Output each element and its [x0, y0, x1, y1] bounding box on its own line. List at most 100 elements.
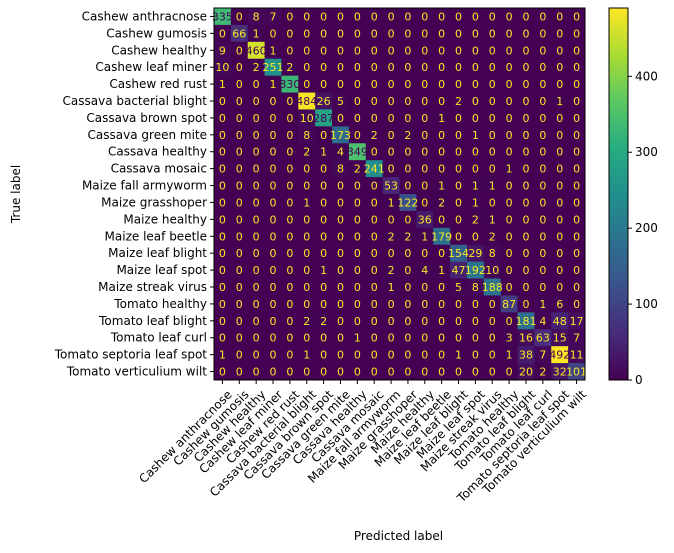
matrix-cell-value: 0 [573, 264, 580, 277]
matrix-cell [534, 278, 552, 296]
matrix-cell [568, 227, 586, 246]
matrix-cell [534, 126, 552, 144]
matrix-cell [230, 92, 249, 110]
matrix-cell [247, 210, 266, 229]
matrix-cell-value: 0 [253, 315, 260, 328]
matrix-cell-value: 0 [270, 264, 277, 277]
matrix-cell-value: 0 [354, 95, 361, 108]
matrix-cell [416, 329, 434, 347]
matrix-cell-value: 0 [371, 95, 378, 108]
matrix-cell-value: 241 [364, 163, 385, 176]
matrix-cell-value: 0 [539, 146, 546, 159]
matrix-cell-value: 0 [286, 247, 293, 260]
matrix-cell [517, 329, 535, 347]
matrix-cell-value: 0 [573, 112, 580, 125]
matrix-cell [264, 194, 282, 212]
matrix-cell [551, 210, 569, 229]
matrix-cell-value: 0 [371, 213, 378, 226]
matrix-cell [433, 227, 451, 246]
matrix-cell [466, 92, 485, 110]
matrix-cell [214, 160, 232, 178]
matrix-cell [416, 346, 434, 364]
matrix-cell [568, 109, 586, 127]
matrix-cell-value: 4 [337, 146, 344, 159]
matrix-cell-value: 0 [506, 44, 513, 57]
matrix-cell-value: 0 [303, 61, 310, 74]
matrix-cell [315, 75, 333, 94]
matrix-cell-value: 0 [506, 196, 513, 209]
matrix-cell [348, 92, 367, 110]
matrix-cell [348, 194, 367, 212]
matrix-cell-value: 0 [556, 180, 563, 193]
matrix-cell [332, 24, 350, 43]
matrix-cell-value: 0 [506, 281, 513, 294]
matrix-cell-value: 1 [270, 78, 277, 91]
matrix-cell-value: 0 [337, 10, 344, 23]
matrix-cell-value: 0 [522, 146, 529, 159]
matrix-cell-value: 0 [404, 95, 411, 108]
matrix-cell-value: 0 [539, 10, 546, 23]
matrix-cell [214, 329, 232, 347]
matrix-cell [332, 295, 350, 313]
matrix-cell-value: 2 [388, 230, 395, 243]
matrix-cell [332, 244, 350, 263]
matrix-cell-value: 1 [438, 180, 445, 193]
matrix-cell [315, 58, 333, 77]
matrix-cell-value: 0 [354, 10, 361, 23]
matrix-cell-value: 0 [320, 213, 327, 226]
colorbar-tick-label: 400 [635, 69, 658, 83]
matrix-cell-value: 0 [438, 95, 445, 108]
matrix-cell [382, 295, 400, 313]
matrix-cell-value: 0 [438, 349, 445, 362]
matrix-cell-value: 0 [253, 196, 260, 209]
matrix-cell-value: 0 [354, 315, 361, 328]
matrix-cell [230, 143, 249, 161]
matrix-cell-value: 181 [515, 315, 536, 328]
matrix-cell-value: 0 [455, 196, 462, 209]
matrix-cell-value: 0 [337, 332, 344, 345]
matrix-cell [264, 295, 282, 313]
matrix-cell-value: 0 [472, 366, 479, 379]
matrix-cell [450, 210, 468, 229]
matrix-cell [264, 363, 282, 381]
matrix-cell [230, 363, 249, 381]
matrix-cell-value: 0 [337, 44, 344, 57]
matrix-cell-value: 0 [371, 247, 378, 260]
y-tick-label: Cassava mosaic [111, 162, 207, 176]
matrix-cell [466, 261, 485, 280]
matrix-cell [534, 346, 552, 364]
matrix-cell [247, 75, 266, 94]
matrix-cell [332, 227, 350, 246]
matrix-cell-value: 0 [270, 129, 277, 142]
matrix-cell [517, 261, 535, 280]
matrix-cell [230, 194, 249, 212]
matrix-cell [281, 41, 299, 60]
matrix-cell-value: 63 [536, 332, 550, 345]
matrix-cell [214, 312, 232, 330]
y-tick-label: Tomato healthy [113, 297, 207, 311]
matrix-cell-value: 0 [337, 213, 344, 226]
matrix-cell [332, 177, 350, 195]
matrix-cell-value: 0 [270, 315, 277, 328]
matrix-cell-value: 0 [371, 44, 378, 57]
matrix-cell-value: 0 [337, 196, 344, 209]
matrix-cell [534, 160, 552, 178]
matrix-cell-values: 335 0 8 7 0 0 0 0 0 0 0 0 0 0 0 0 0 0 0 0 0 00 66 1 0 0 0 0 0 0 0 0 0 0 0 0… [212, 10, 587, 378]
matrix-cell [551, 92, 569, 110]
matrix-cell [365, 24, 384, 43]
matrix-cell [399, 363, 417, 381]
matrix-cell [247, 261, 266, 280]
matrix-cell [416, 194, 434, 212]
matrix-cell [230, 210, 249, 229]
matrix-cell-value: 2 [404, 129, 411, 142]
matrix-cell-value: 0 [404, 315, 411, 328]
matrix-cell-value: 0 [522, 129, 529, 142]
matrix-cell-value: 0 [421, 112, 428, 125]
matrix-cell [500, 194, 519, 212]
matrix-cell-value: 0 [438, 163, 445, 176]
matrix-cell-value: 0 [489, 61, 496, 74]
matrix-cell [247, 329, 266, 347]
matrix-cell [332, 346, 350, 364]
matrix-cell [230, 346, 249, 364]
matrix-cell [264, 58, 282, 77]
